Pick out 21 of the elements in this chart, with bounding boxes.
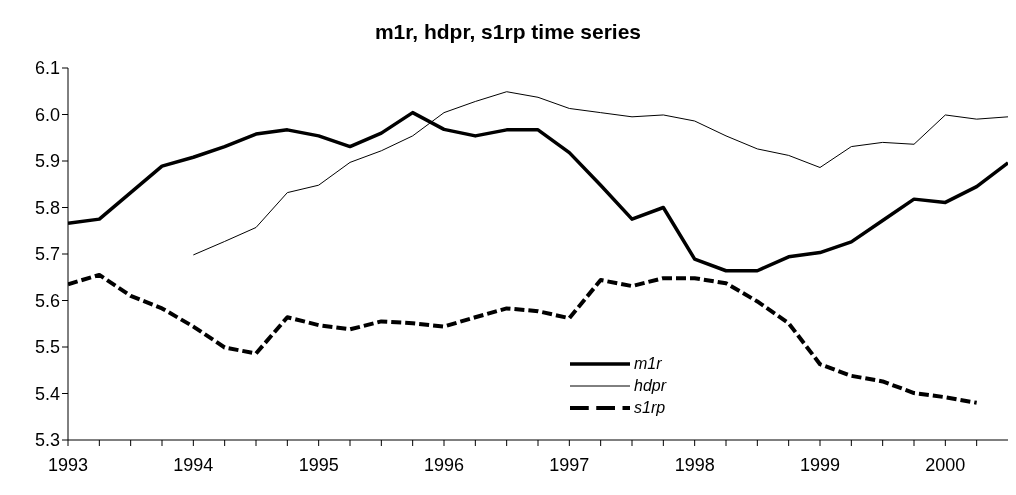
y-tick-label: 6.1 xyxy=(34,58,60,79)
x-tick-label: 1994 xyxy=(173,454,214,475)
y-tick-label: 5.8 xyxy=(34,197,60,218)
y-tick-label: 5.7 xyxy=(34,244,60,265)
y-tick-label: 6.0 xyxy=(34,104,60,125)
y-tick-label: 5.5 xyxy=(34,337,60,358)
x-tick-label: 1995 xyxy=(298,454,339,475)
x-tick-label: 1998 xyxy=(674,454,715,475)
chart-title: m1r, hdpr, s1rp time series xyxy=(373,19,643,45)
legend-label: s1rp xyxy=(634,399,666,416)
y-tick-label: 5.6 xyxy=(34,290,60,311)
x-tick-label: 1996 xyxy=(423,454,465,475)
y-tick-label: 5.9 xyxy=(34,151,60,172)
x-tick-label: 2000 xyxy=(925,454,966,475)
legend-label: m1r xyxy=(634,355,662,372)
x-tick-label: 1999 xyxy=(799,454,841,475)
x-tick-label: 1993 xyxy=(47,454,89,475)
y-tick-label: 5.4 xyxy=(34,383,60,404)
x-tick-label: 1997 xyxy=(549,454,590,475)
legend-label: hdpr xyxy=(634,377,667,394)
y-tick-label: 5.3 xyxy=(34,430,60,451)
